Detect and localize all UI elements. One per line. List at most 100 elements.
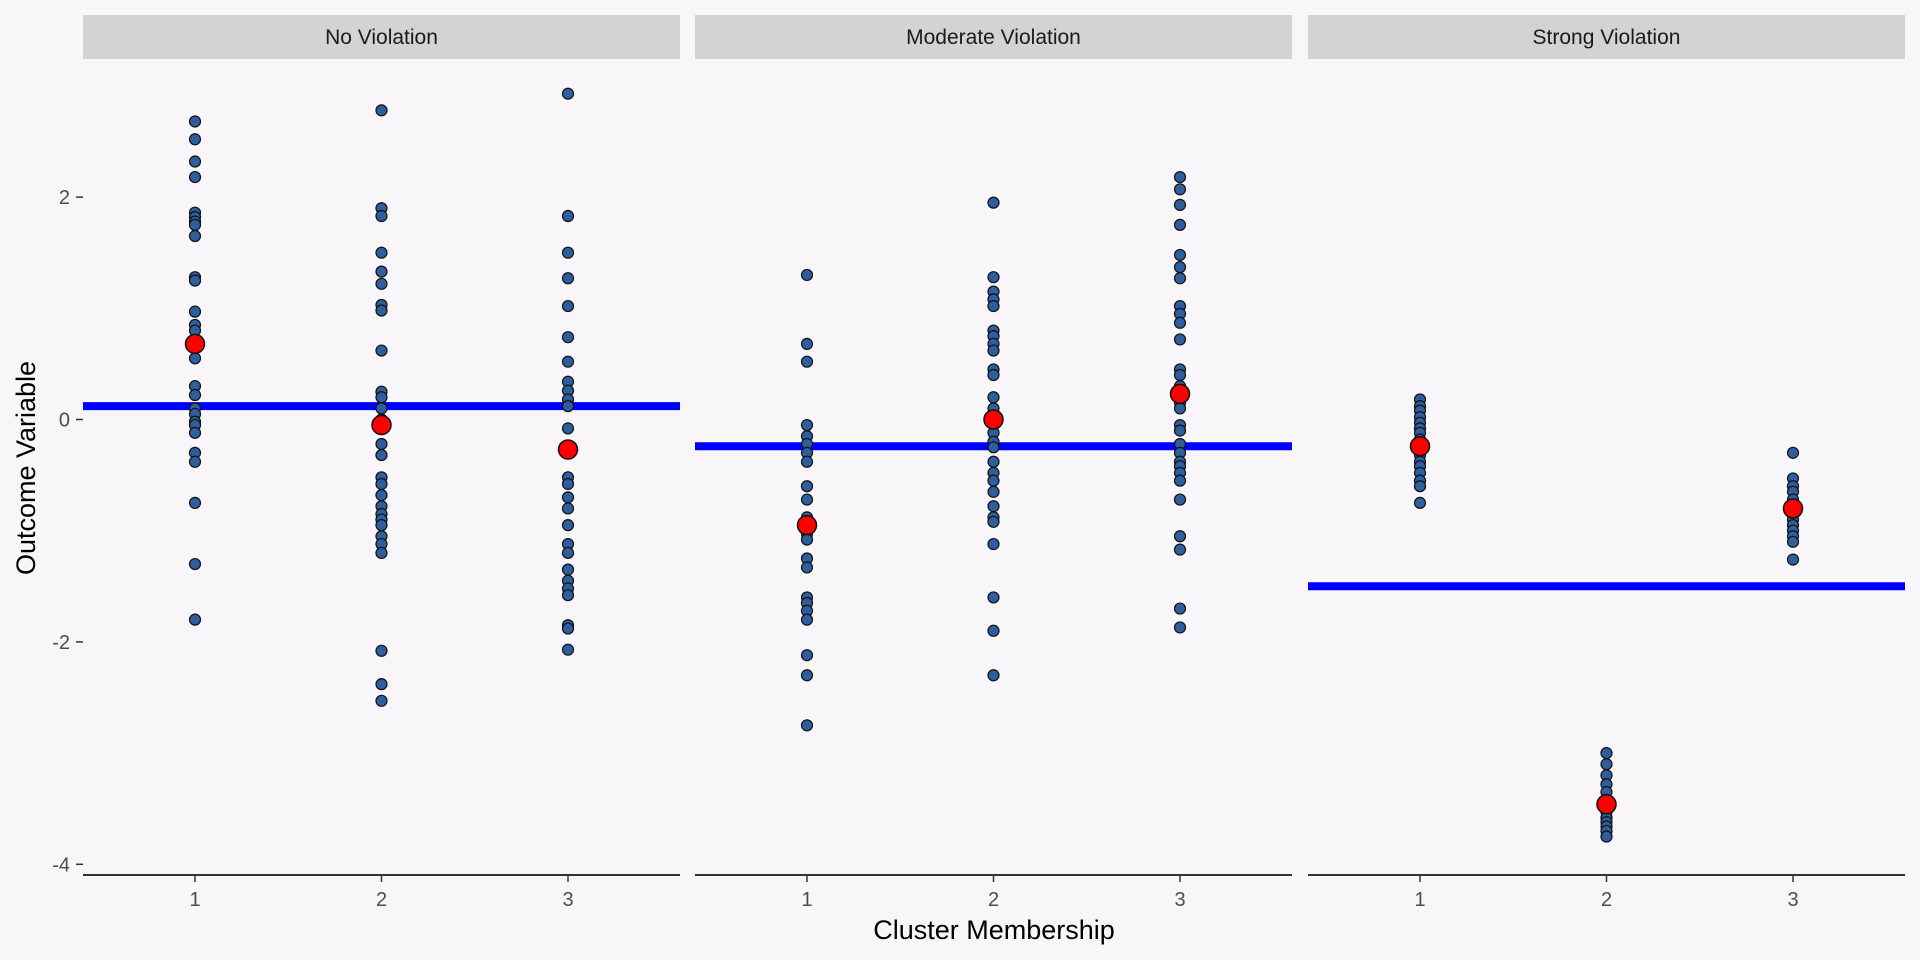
data-point xyxy=(561,299,575,313)
data-point xyxy=(1173,248,1187,262)
cluster-mean-point xyxy=(184,333,206,355)
data-point xyxy=(800,480,814,493)
data-point xyxy=(1173,493,1187,506)
data-point xyxy=(188,496,202,509)
data-point xyxy=(987,368,1000,382)
x-tick-label: 1 xyxy=(1414,889,1425,911)
cluster-mean-point xyxy=(796,514,818,536)
data-point xyxy=(375,477,388,491)
data-point xyxy=(800,649,814,662)
data-point xyxy=(188,426,202,439)
cluster-mean-point xyxy=(1596,794,1617,815)
data-point xyxy=(1173,272,1187,285)
x-tick-label: 3 xyxy=(562,889,573,911)
data-point xyxy=(375,519,388,532)
data-point xyxy=(188,557,202,571)
facet-strip-label: Moderate Violation xyxy=(906,26,1081,49)
y-axis: 2 0 -2 -4 xyxy=(52,187,83,876)
facet-strip xyxy=(83,15,680,59)
data-point xyxy=(987,485,1000,498)
data-point xyxy=(561,246,575,259)
data-point xyxy=(375,489,388,502)
cluster-1-points xyxy=(1413,393,1427,509)
cluster-mean-point xyxy=(1409,435,1431,457)
cluster-mean-point xyxy=(983,409,1004,430)
cluster-mean-point xyxy=(1169,383,1191,405)
data-point xyxy=(800,613,814,626)
data-point xyxy=(188,305,202,318)
y-axis-title: Outcome Variable xyxy=(11,361,41,575)
cluster-2-points xyxy=(375,104,388,707)
facet-panel-2: Moderate Violation 1 2 3 xyxy=(695,15,1292,911)
data-point xyxy=(987,271,1000,284)
data-point xyxy=(1173,316,1187,329)
data-point xyxy=(987,455,1000,468)
data-point xyxy=(1173,218,1187,231)
data-point xyxy=(800,719,814,732)
data-point xyxy=(987,515,1000,528)
data-point xyxy=(561,422,575,435)
data-point xyxy=(188,229,202,243)
data-point xyxy=(375,391,388,404)
data-point xyxy=(375,448,388,462)
data-point xyxy=(800,669,814,682)
y-tick-label: -2 xyxy=(52,632,70,654)
data-point xyxy=(188,170,202,184)
data-point xyxy=(1786,446,1800,459)
data-point xyxy=(561,546,575,560)
data-point xyxy=(1786,553,1800,566)
data-point xyxy=(1173,333,1187,346)
data-point xyxy=(1173,543,1187,556)
data-point xyxy=(375,344,388,357)
data-point xyxy=(561,477,575,491)
y-tick-label: 2 xyxy=(59,187,70,209)
data-point xyxy=(1173,261,1187,274)
data-point xyxy=(1413,480,1427,493)
data-point xyxy=(561,622,575,635)
data-point xyxy=(1173,530,1187,543)
facet-strip xyxy=(1308,15,1905,59)
data-point xyxy=(987,391,1000,404)
cluster-1-points xyxy=(800,268,814,732)
y-tick-label: 0 xyxy=(59,410,70,432)
data-point xyxy=(188,115,202,128)
data-point xyxy=(1786,535,1800,548)
data-point xyxy=(800,355,814,368)
data-point xyxy=(987,500,1000,513)
x-tick-label: 3 xyxy=(1174,889,1185,911)
data-point xyxy=(1173,170,1187,184)
data-point xyxy=(561,589,575,602)
data-point xyxy=(188,352,202,365)
data-point xyxy=(987,624,1000,637)
data-point xyxy=(800,493,814,506)
facet-strip-label: Strong Violation xyxy=(1533,26,1681,49)
data-point xyxy=(188,613,202,626)
data-point xyxy=(1173,402,1187,415)
data-point xyxy=(188,155,202,168)
data-point xyxy=(1173,183,1187,196)
data-point xyxy=(375,277,388,290)
data-point xyxy=(800,418,814,432)
data-point xyxy=(800,455,814,468)
data-point xyxy=(561,355,575,368)
facet-strip xyxy=(695,15,1292,59)
data-point xyxy=(188,133,202,146)
x-axis-title: Cluster Membership xyxy=(873,915,1115,945)
data-point xyxy=(561,331,575,344)
data-point xyxy=(800,561,814,574)
data-point xyxy=(375,265,388,278)
x-tick-label: 2 xyxy=(376,889,387,911)
data-point xyxy=(987,669,1000,682)
data-point xyxy=(561,87,575,100)
data-point xyxy=(561,209,575,223)
x-tick-label: 2 xyxy=(988,889,999,911)
data-point xyxy=(375,546,388,560)
data-point xyxy=(1600,758,1613,771)
cluster-mean-point xyxy=(371,414,392,436)
data-point xyxy=(375,209,388,223)
cluster-2-points xyxy=(987,196,1000,682)
data-point xyxy=(375,437,388,451)
